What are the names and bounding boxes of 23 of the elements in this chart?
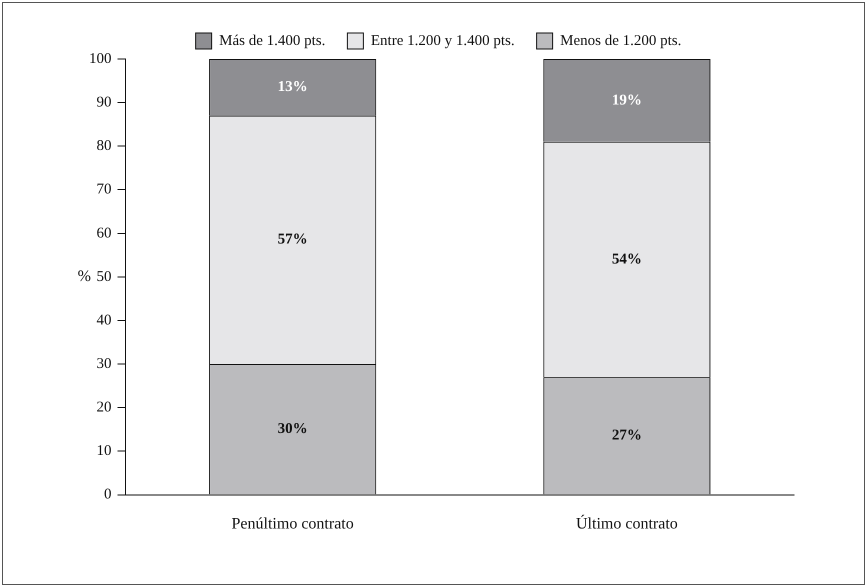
x-tick-label: Penúltimo contrato [232, 516, 354, 533]
data-label: 30% [278, 421, 308, 438]
y-tick-label: 80 [96, 138, 112, 154]
y-tick-label: 60 [96, 225, 112, 242]
y-tick-label: 40 [96, 312, 112, 328]
data-label: 57% [278, 232, 308, 248]
y-tick-label: 50 [96, 268, 112, 285]
data-label: 27% [612, 428, 642, 444]
y-tick-label: 20 [96, 400, 112, 416]
y-axis-title: % [78, 268, 91, 286]
data-label: 13% [278, 79, 308, 96]
y-tick-label: 100 [89, 50, 112, 67]
legend-label: Entre 1.200 y 1.400 pts. [370, 32, 515, 49]
y-tick-label: 70 [96, 182, 112, 198]
data-label: 54% [612, 251, 642, 268]
y-tick-label: 10 [96, 443, 112, 460]
legend-label: Más de 1.400 pts. [219, 32, 326, 49]
data-label: 19% [612, 92, 642, 108]
y-tick-label: 0 [104, 486, 112, 503]
legend-label: Menos de 1.200 pts. [560, 32, 682, 49]
x-tick-label: Último contrato [576, 514, 678, 533]
y-tick-label: 90 [96, 94, 112, 111]
y-tick-label: 30 [96, 356, 112, 372]
